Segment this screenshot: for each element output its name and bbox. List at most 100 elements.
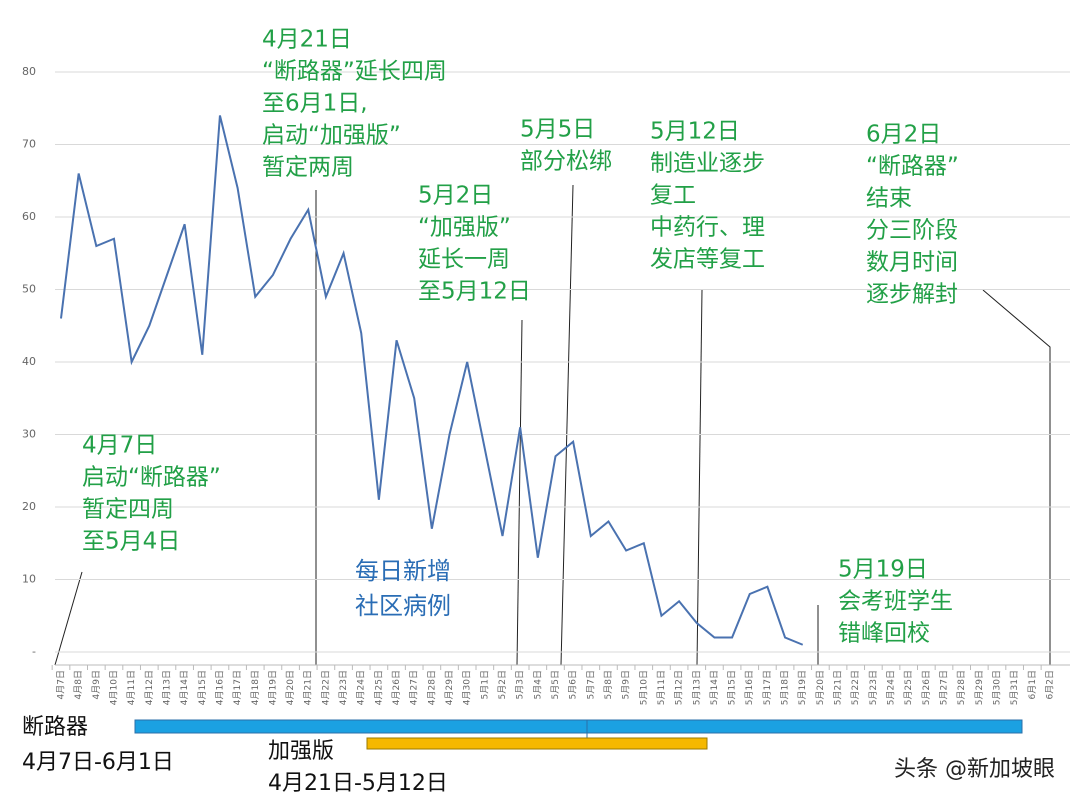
- leader-line: [696, 289, 703, 666]
- leader-line: [982, 289, 1051, 665]
- leader-line: [54, 571, 83, 666]
- x-tick-label: 4月9日: [91, 670, 102, 699]
- x-tick-label: 5月6日: [568, 670, 579, 699]
- annotation: 至6月1日,: [262, 91, 368, 117]
- x-tick-label: 5月2日: [497, 670, 508, 699]
- annotation: 5月12日: [650, 119, 740, 145]
- annotation: 制造业逐步: [650, 151, 765, 177]
- x-tick-label: 5月7日: [585, 670, 596, 699]
- y-tick-label: 20: [22, 500, 36, 513]
- annotation: 部分松绑: [520, 149, 612, 175]
- x-tick-label: 4月29日: [444, 670, 455, 705]
- x-tick-label: 4月23日: [338, 670, 349, 705]
- x-tick-label: 4月20日: [285, 670, 296, 705]
- x-tick-label: 5月28日: [956, 670, 967, 705]
- x-tick-label: 5月1日: [479, 670, 490, 699]
- y-tick-label: 80: [22, 65, 36, 78]
- period-bar: [366, 737, 708, 750]
- x-tick-label: 4月11日: [126, 670, 137, 705]
- x-tick-label: 5月8日: [603, 670, 614, 699]
- x-tick-label: 4月25日: [373, 670, 384, 705]
- annotation: “加强版”: [418, 215, 511, 241]
- leader-line: [560, 184, 574, 666]
- x-tick-label: 4月28日: [426, 670, 437, 705]
- annotation: 至5月4日: [82, 529, 180, 555]
- period-range: 4月21日-5月12日: [268, 771, 448, 796]
- x-tick-label: 5月9日: [621, 670, 632, 699]
- footer: 头条 @新加坡眼: [894, 757, 1055, 782]
- x-tick-label: 5月17日: [762, 670, 773, 705]
- leader-line: [516, 319, 523, 666]
- x-tick-label: 4月17日: [232, 670, 243, 705]
- y-tick-label: -: [32, 645, 36, 658]
- x-tick-label: 5月24日: [886, 670, 897, 705]
- x-tick-label: 4月12日: [144, 670, 155, 705]
- x-tick-label: 5月14日: [709, 670, 720, 705]
- x-tick-label: 5月22日: [850, 670, 861, 705]
- x-tick-label: 4月19日: [267, 670, 278, 705]
- x-tick-label: 4月22日: [320, 670, 331, 705]
- y-tick-label: 50: [22, 283, 36, 296]
- period-range: 4月7日-6月1日: [22, 750, 174, 775]
- x-tick-label: 4月21日: [303, 670, 314, 705]
- y-tick-label: 30: [22, 428, 36, 441]
- x-tick-label: 4月13日: [161, 670, 172, 705]
- x-tick-label: 5月15日: [727, 670, 738, 705]
- x-tick-label: 5月31日: [1009, 670, 1020, 705]
- period-name: 断路器: [22, 715, 88, 740]
- x-tick-label: 4月16日: [214, 670, 225, 705]
- x-tick-label: 5月13日: [691, 670, 702, 705]
- x-tick-label: 4月27日: [409, 670, 420, 705]
- annotation: 5月19日: [838, 557, 928, 583]
- x-tick-label: 5月29日: [974, 670, 985, 705]
- annotation: 中药行、理: [650, 215, 765, 241]
- x-tick-label: 5月30日: [991, 670, 1002, 705]
- x-tick-label: 4月26日: [391, 670, 402, 705]
- x-tick-label: 6月1日: [1027, 670, 1038, 699]
- series-label: 每日新增: [355, 557, 451, 585]
- annotation: “断路器”延长四周: [262, 59, 447, 85]
- x-tick-label: 5月18日: [780, 670, 791, 705]
- x-tick-label: 6月2日: [1044, 670, 1055, 699]
- annotation: 暂定两周: [262, 155, 354, 181]
- x-tick-label: 5月11日: [656, 670, 667, 705]
- x-tick-label: 5月3日: [515, 670, 526, 699]
- period-name: 加强版: [268, 739, 334, 764]
- x-tick-label: 4月24日: [356, 670, 367, 705]
- annotation: 4月7日: [82, 433, 157, 459]
- annotation: 暂定四周: [82, 497, 174, 523]
- x-tick-label: 5月12日: [674, 670, 685, 705]
- x-tick-label: 5月5日: [550, 670, 561, 699]
- annotation: 复工: [650, 183, 696, 209]
- series-label: 社区病例: [355, 592, 451, 620]
- y-tick-label: 10: [22, 573, 36, 586]
- annotation: 启动“加强版”: [262, 123, 401, 149]
- annotation: 发店等复工: [650, 247, 765, 273]
- x-tick-label: 5月4日: [532, 670, 543, 699]
- y-tick-label: 60: [22, 210, 36, 223]
- x-tick-label: 5月20日: [815, 670, 826, 705]
- annotation: 延长一周: [418, 247, 510, 273]
- x-tick-label: 5月19日: [797, 670, 808, 705]
- annotation: 逐步解封: [866, 282, 958, 308]
- x-tick-label: 4月15日: [197, 670, 208, 705]
- x-tick-label: 5月25日: [903, 670, 914, 705]
- period-bar: [134, 719, 1023, 734]
- x-tick-label: 5月27日: [939, 670, 950, 705]
- x-tick-label: 5月10日: [638, 670, 649, 705]
- data-line: [60, 115, 804, 646]
- annotation: 数月时间: [866, 250, 958, 276]
- annotation: 5月5日: [520, 117, 595, 143]
- leader-lines: [54, 184, 1051, 666]
- x-tick-label: 5月26日: [921, 670, 932, 705]
- x-tick-label: 4月8日: [73, 670, 84, 699]
- x-tick-label: 4月30日: [462, 670, 473, 705]
- annotation: “断路器”: [866, 154, 959, 180]
- annotation: 5月2日: [418, 183, 493, 209]
- x-tick-label: 5月21日: [833, 670, 844, 705]
- y-tick-label: 40: [22, 355, 36, 368]
- annotation: 启动“断路器”: [82, 465, 221, 491]
- y-tick-label: 70: [22, 138, 36, 151]
- annotation: 错峰回校: [838, 621, 930, 647]
